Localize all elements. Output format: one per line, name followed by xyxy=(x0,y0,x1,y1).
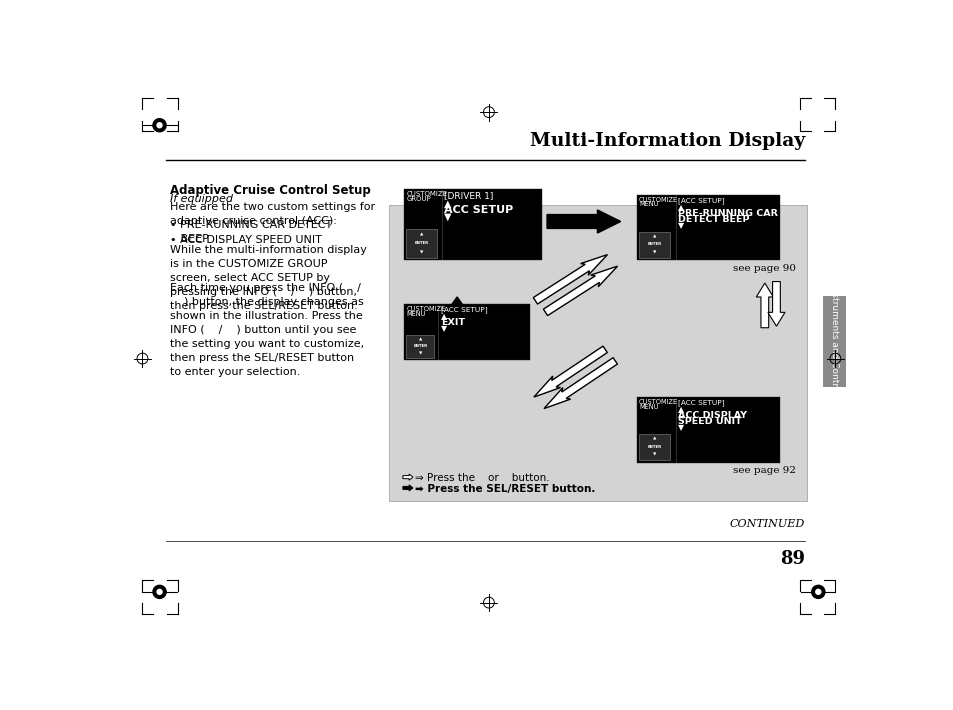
Text: PRE-RUNNING CAR: PRE-RUNNING CAR xyxy=(678,209,777,218)
Text: ➡ Press the SEL/RESET button.: ➡ Press the SEL/RESET button. xyxy=(415,484,595,493)
FancyBboxPatch shape xyxy=(404,304,530,360)
Text: see page 92: see page 92 xyxy=(732,466,795,476)
Text: Multi-Information Display: Multi-Information Display xyxy=(529,132,804,150)
Text: 89: 89 xyxy=(780,550,804,568)
Circle shape xyxy=(152,119,166,132)
Text: ▼: ▼ xyxy=(443,212,451,222)
Text: Each time you press the INFO (    /
    ) button, the display changes as
shown i: Each time you press the INFO ( / ) butto… xyxy=(170,283,363,377)
Text: ▼: ▼ xyxy=(440,324,446,333)
Polygon shape xyxy=(756,283,773,328)
Text: ENTER: ENTER xyxy=(414,241,428,245)
Text: [ACC SETUP]: [ACC SETUP] xyxy=(678,197,724,204)
FancyBboxPatch shape xyxy=(639,434,670,460)
Text: ▼: ▼ xyxy=(419,250,423,254)
Text: [ACC SETUP]: [ACC SETUP] xyxy=(678,399,724,406)
Text: Here are the two custom settings for
adaptive cruise control (ACC):: Here are the two custom settings for ada… xyxy=(170,202,375,226)
Circle shape xyxy=(152,585,166,599)
Text: ▼: ▼ xyxy=(678,423,683,432)
Circle shape xyxy=(157,123,162,128)
Text: ACC SETUP: ACC SETUP xyxy=(443,205,513,215)
Text: EXIT: EXIT xyxy=(440,318,464,327)
Text: ENTER: ENTER xyxy=(413,344,427,348)
Text: ▲: ▲ xyxy=(652,234,656,239)
FancyBboxPatch shape xyxy=(637,195,780,260)
Text: ▲: ▲ xyxy=(418,337,421,342)
Text: SPEED UNIT: SPEED UNIT xyxy=(678,417,741,427)
Text: [DRIVER 1]: [DRIVER 1] xyxy=(443,192,493,200)
Text: ▼: ▼ xyxy=(652,251,656,254)
Text: Adaptive Cruise Control Setup: Adaptive Cruise Control Setup xyxy=(170,184,370,197)
Text: ▼: ▼ xyxy=(652,453,656,457)
Text: CUSTOMIZE: CUSTOMIZE xyxy=(406,192,447,197)
Circle shape xyxy=(157,589,162,594)
FancyBboxPatch shape xyxy=(389,204,806,501)
Text: ENTER: ENTER xyxy=(647,444,661,449)
Polygon shape xyxy=(534,346,607,397)
FancyBboxPatch shape xyxy=(406,335,434,358)
Polygon shape xyxy=(533,255,607,304)
Text: Instruments and Controls: Instruments and Controls xyxy=(829,284,839,399)
Text: ▲: ▲ xyxy=(443,198,451,209)
Text: MENU: MENU xyxy=(639,404,658,410)
FancyBboxPatch shape xyxy=(822,296,845,387)
Polygon shape xyxy=(546,210,620,233)
Text: CUSTOMIZE: CUSTOMIZE xyxy=(406,306,445,312)
FancyBboxPatch shape xyxy=(637,397,780,462)
FancyBboxPatch shape xyxy=(404,189,542,260)
Polygon shape xyxy=(543,358,617,408)
Text: ▲: ▲ xyxy=(419,232,423,236)
FancyBboxPatch shape xyxy=(406,229,436,258)
Polygon shape xyxy=(543,266,617,315)
Text: GROUP: GROUP xyxy=(406,196,431,202)
Text: ▲: ▲ xyxy=(652,437,656,441)
Text: ▲: ▲ xyxy=(440,312,446,321)
Text: ENTER: ENTER xyxy=(647,242,661,246)
Text: If equipped: If equipped xyxy=(170,194,233,204)
Text: MENU: MENU xyxy=(406,311,425,317)
Text: ACC DISPLAY: ACC DISPLAY xyxy=(678,411,746,420)
Text: ▼: ▼ xyxy=(418,351,421,355)
Text: ▲: ▲ xyxy=(678,203,683,212)
Polygon shape xyxy=(447,297,466,357)
Text: While the multi-information display
is in the CUSTOMIZE GROUP
screen, select ACC: While the multi-information display is i… xyxy=(170,246,366,312)
Text: CUSTOMIZE: CUSTOMIZE xyxy=(639,197,678,203)
Polygon shape xyxy=(767,282,784,326)
Text: CUSTOMIZE: CUSTOMIZE xyxy=(639,399,678,405)
Polygon shape xyxy=(402,474,413,480)
Text: see page 90: see page 90 xyxy=(732,264,795,273)
Text: [ACC SETUP]: [ACC SETUP] xyxy=(440,306,487,313)
Text: CONTINUED: CONTINUED xyxy=(729,519,804,529)
Polygon shape xyxy=(402,485,413,491)
Text: • ACC DISPLAY SPEED UNIT: • ACC DISPLAY SPEED UNIT xyxy=(170,234,321,244)
Text: ⇒ Press the    or    button.: ⇒ Press the or button. xyxy=(415,473,549,483)
Circle shape xyxy=(811,585,824,599)
Text: ▼: ▼ xyxy=(678,221,683,230)
Text: MENU: MENU xyxy=(639,202,658,207)
FancyBboxPatch shape xyxy=(639,231,670,258)
Text: DETECT BEEP: DETECT BEEP xyxy=(678,215,749,224)
Circle shape xyxy=(815,589,820,594)
Text: ▲: ▲ xyxy=(678,405,683,415)
Text: • PRE-RUNNING CAR DETECT
   BEEP: • PRE-RUNNING CAR DETECT BEEP xyxy=(170,220,332,244)
